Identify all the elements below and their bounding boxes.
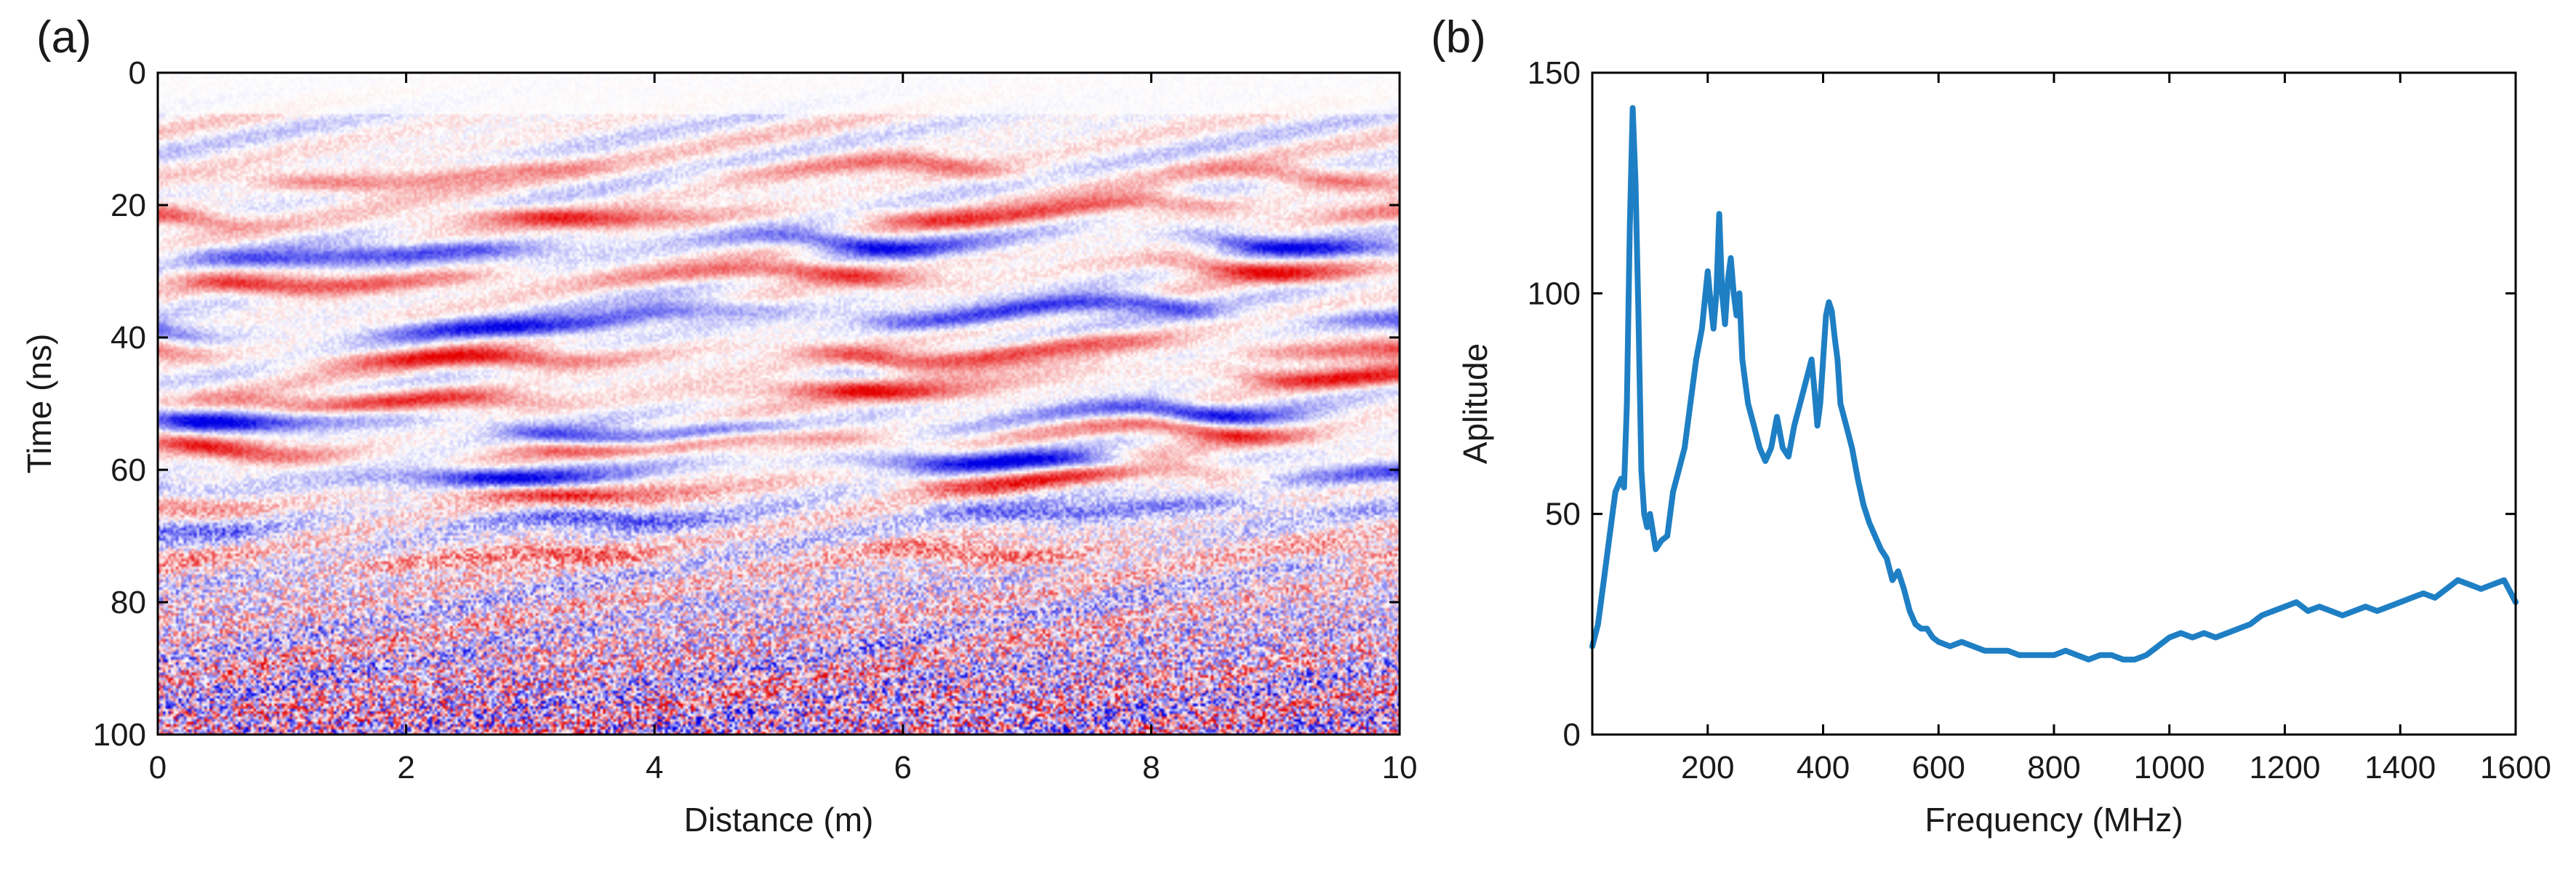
spectrum-x-tick-label: 1400	[2364, 750, 2436, 785]
spectrum-x-tick-label: 1000	[2134, 750, 2205, 785]
radargram-image	[158, 73, 1400, 735]
spectrum-x-tick-label: 200	[1681, 750, 1734, 785]
radargram-x-tick-label: 6	[894, 750, 912, 785]
radargram-plot-area	[158, 73, 1400, 735]
spectrum-plot-background	[1592, 73, 2516, 735]
spectrum-x-tick-label: 1200	[2250, 750, 2321, 785]
panel-b-label: (b)	[1431, 12, 1486, 63]
spectrum-x-axis-title: Frequency (MHz)	[1925, 801, 2183, 839]
radargram-y-tick-label: 60	[111, 452, 146, 488]
panel-a-label: (a)	[36, 12, 92, 63]
radargram-y-tick-label: 20	[111, 188, 146, 223]
panel-a: (a) 0 2 4 6 8 10 0 20 40 60 80 100 Distance (m) Ti…	[20, 12, 1417, 839]
spectrum-line	[1589, 105, 2519, 663]
spectrum-y-tick-label: 0	[1563, 717, 1581, 753]
radargram-y-axis: 0 20 40 60 80 100	[93, 55, 1400, 753]
radargram-x-tick-label: 4	[646, 750, 663, 785]
radargram-x-tick-label: 8	[1142, 750, 1160, 785]
radargram-x-tick-label: 10	[1382, 750, 1418, 785]
panel-b: (b) 200 400 600 800 1000 1200 1400 1600 0 50 100 1…	[1431, 12, 2551, 839]
spectrum-x-tick-label: 800	[2027, 750, 2080, 785]
spectrum-x-tick-label: 1600	[2480, 750, 2551, 785]
radargram-y-tick-label: 100	[93, 717, 146, 753]
radargram-frame	[156, 71, 1401, 736]
spectrum-x-axis: 200 400 600 800 1000 1200 1400 1600	[1681, 73, 2551, 785]
radargram-y-tick-label: 80	[111, 585, 146, 620]
spectrum-x-tick-label: 400	[1797, 750, 1850, 785]
radargram-x-axis: 0 2 4 6 8 10	[149, 73, 1418, 785]
radargram-x-tick-label: 0	[149, 750, 166, 785]
spectrum-y-axis: 0 50 100 150	[1528, 55, 2516, 753]
spectrum-x-tick-label: 600	[1912, 750, 1965, 785]
radargram-x-tick-label: 2	[397, 750, 414, 785]
radargram-y-axis-title: Time (ns)	[20, 334, 58, 474]
spectrum-y-tick-label: 100	[1528, 276, 1581, 311]
spectrum-y-axis-title: Aplitude	[1456, 343, 1494, 464]
radargram-y-tick-label: 0	[129, 55, 146, 91]
spectrum-y-tick-label: 150	[1528, 55, 1581, 91]
spectrum-y-tick-label: 50	[1545, 497, 1581, 532]
radargram-y-tick-label: 40	[111, 320, 146, 356]
radargram-x-axis-title: Distance (m)	[684, 801, 874, 839]
